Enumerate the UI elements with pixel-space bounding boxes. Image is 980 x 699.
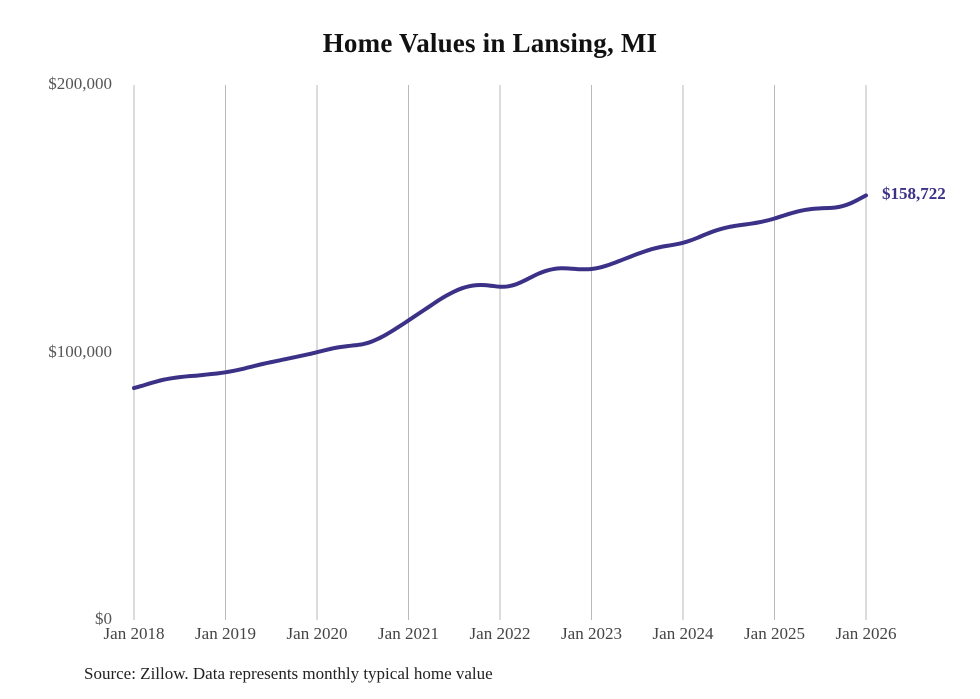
chart-title: Home Values in Lansing, MI bbox=[322, 28, 658, 58]
x-tick-label: Jan 2019 bbox=[195, 624, 256, 643]
y-tick-label: $200,000 bbox=[48, 74, 112, 93]
x-tick-label: Jan 2023 bbox=[561, 624, 622, 643]
x-tick-label: Jan 2022 bbox=[469, 624, 531, 643]
x-tick-label: Jan 2021 bbox=[378, 624, 439, 643]
end-value-annotation: $158,722 bbox=[882, 184, 946, 204]
series-line-typical-home-value bbox=[132, 193, 868, 391]
vertical-gridlines bbox=[133, 85, 867, 620]
source-note: Source: Zillow. Data represents monthly … bbox=[84, 664, 493, 683]
y-tick-label: $0 bbox=[95, 609, 112, 628]
x-tick-label: Jan 2026 bbox=[835, 624, 897, 643]
data-series-group bbox=[132, 193, 868, 391]
y-tick-label: $100,000 bbox=[48, 341, 112, 361]
x-tick-label: Jan 2024 bbox=[652, 624, 714, 643]
x-tick-label: Jan 2020 bbox=[286, 624, 348, 643]
x-tick-label: Jan 2025 bbox=[744, 624, 805, 643]
x-tick-label: Jan 2018 bbox=[103, 624, 165, 643]
